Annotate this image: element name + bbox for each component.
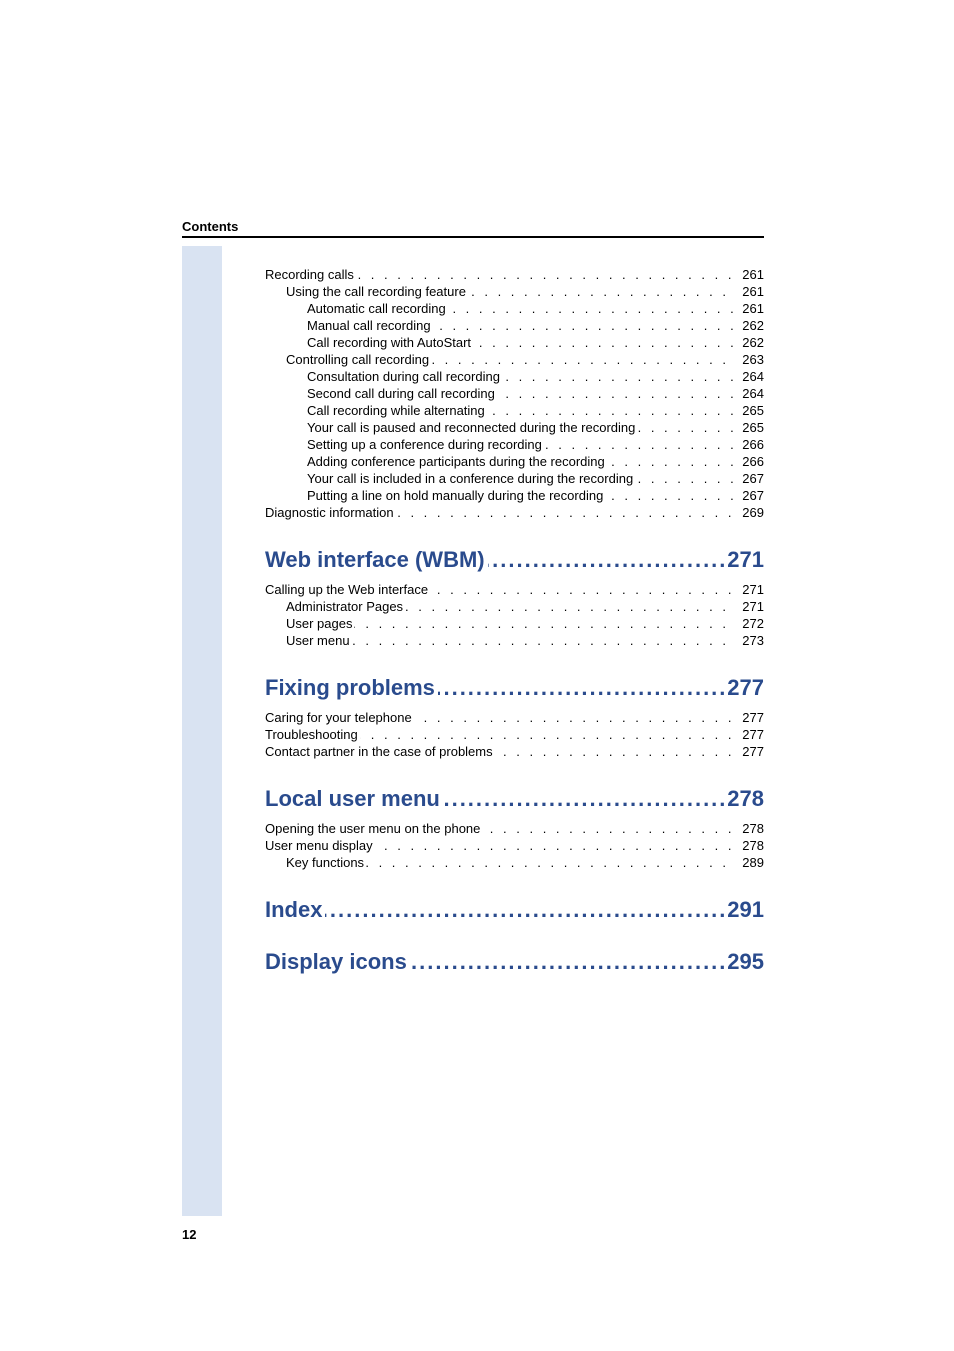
toc-entry-page: 278 — [736, 837, 764, 854]
toc-entry: . . . . . . . . . . . . . . . . . . . . … — [307, 470, 764, 487]
toc-entry-label: Controlling call recording — [286, 351, 431, 368]
toc-entry: . . . . . . . . . . . . . . . . . . . . … — [265, 504, 764, 521]
toc-section-page: 291 — [724, 897, 764, 923]
toc-entry: . . . . . . . . . . . . . . . . . . . . … — [307, 300, 764, 317]
header-label: Contents — [182, 219, 238, 234]
toc-section-heading: ........................................… — [265, 897, 764, 923]
toc-entry-label: Diagnostic information — [265, 504, 396, 521]
toc-entry-label: Manual call recording — [307, 317, 433, 334]
toc-entry: . . . . . . . . . . . . . . . . . . . . … — [286, 283, 764, 300]
toc-entry-label: Your call is included in a conference du… — [307, 470, 635, 487]
toc-entry: . . . . . . . . . . . . . . . . . . . . … — [307, 436, 764, 453]
toc-entry-label: Administrator Pages — [286, 598, 405, 615]
toc-content: . . . . . . . . . . . . . . . . . . . . … — [265, 266, 764, 983]
toc-entry: . . . . . . . . . . . . . . . . . . . . … — [265, 709, 764, 726]
toc-entry: . . . . . . . . . . . . . . . . . . . . … — [265, 820, 764, 837]
toc-entry: . . . . . . . . . . . . . . . . . . . . … — [265, 266, 764, 283]
toc-entry-page: 272 — [736, 615, 764, 632]
toc-entry: . . . . . . . . . . . . . . . . . . . . … — [265, 726, 764, 743]
toc-section-page: 278 — [724, 786, 764, 812]
toc-entry-page: 262 — [736, 317, 764, 334]
toc-entry-page: 271 — [736, 598, 764, 615]
toc-entry-page: 277 — [736, 709, 764, 726]
toc-entry-page: 269 — [736, 504, 764, 521]
toc-entry-page: 262 — [736, 334, 764, 351]
toc-entry-label: Your call is paused and reconnected duri… — [307, 419, 637, 436]
toc-entry-label: Key functions — [286, 854, 366, 871]
toc-entry: . . . . . . . . . . . . . . . . . . . . … — [265, 581, 764, 598]
toc-entry-page: 261 — [736, 300, 764, 317]
toc-entry-label: Putting a line on hold manually during t… — [307, 487, 605, 504]
toc-entry-page: 273 — [736, 632, 764, 649]
toc-entry-label: Recording calls — [265, 266, 356, 283]
toc-entry-label: Setting up a conference during recording — [307, 436, 544, 453]
toc-section-title: Display icons — [265, 949, 410, 974]
toc-entry-label: Consultation during call recording — [307, 368, 502, 385]
toc-entry: . . . . . . . . . . . . . . . . . . . . … — [265, 743, 764, 760]
toc-entry-label: Opening the user menu on the phone — [265, 820, 482, 837]
toc-section-heading: ........................................… — [265, 675, 764, 701]
toc-entry: . . . . . . . . . . . . . . . . . . . . … — [286, 854, 764, 871]
toc-section-page: 271 — [724, 547, 764, 573]
toc-entry-label: Caring for your telephone — [265, 709, 414, 726]
toc-entry: . . . . . . . . . . . . . . . . . . . . … — [286, 351, 764, 368]
toc-section-leader: ........................................… — [265, 897, 764, 923]
toc-entry-page: 277 — [736, 743, 764, 760]
toc-entry-page: 289 — [736, 854, 764, 871]
header-rule — [182, 236, 764, 238]
toc-entry-page: 264 — [736, 385, 764, 402]
toc-entry: . . . . . . . . . . . . . . . . . . . . … — [265, 837, 764, 854]
toc-entry-page: 267 — [736, 487, 764, 504]
toc-entry-label: Calling up the Web interface — [265, 581, 430, 598]
toc-entry: . . . . . . . . . . . . . . . . . . . . … — [307, 453, 764, 470]
toc-entry: . . . . . . . . . . . . . . . . . . . . … — [286, 615, 764, 632]
toc-entry-page: 278 — [736, 820, 764, 837]
toc-entry-label: Call recording with AutoStart — [307, 334, 473, 351]
toc-entry-page: 263 — [736, 351, 764, 368]
toc-entry: . . . . . . . . . . . . . . . . . . . . … — [307, 419, 764, 436]
toc-section-title: Web interface (WBM) — [265, 547, 488, 572]
page-number: 12 — [182, 1227, 196, 1242]
toc-section-page: 295 — [724, 949, 764, 975]
toc-section-heading: ........................................… — [265, 547, 764, 573]
toc-entry: . . . . . . . . . . . . . . . . . . . . … — [307, 385, 764, 402]
toc-entry-page: 266 — [736, 436, 764, 453]
toc-entry: . . . . . . . . . . . . . . . . . . . . … — [307, 317, 764, 334]
toc-entry: . . . . . . . . . . . . . . . . . . . . … — [307, 334, 764, 351]
toc-entry-label: User pages — [286, 615, 354, 632]
toc-entry-page: 277 — [736, 726, 764, 743]
toc-leader: . . . . . . . . . . . . . . . . . . . . … — [286, 615, 764, 632]
toc-entry-page: 271 — [736, 581, 764, 598]
toc-entry: . . . . . . . . . . . . . . . . . . . . … — [286, 598, 764, 615]
toc-entry-label: Adding conference participants during th… — [307, 453, 607, 470]
toc-entry-label: Contact partner in the case of problems — [265, 743, 495, 760]
toc-entry-page: 261 — [736, 266, 764, 283]
toc-entry-page: 267 — [736, 470, 764, 487]
toc-section-heading: ........................................… — [265, 949, 764, 975]
toc-entry-label: Call recording while alternating — [307, 402, 487, 419]
toc-entry: . . . . . . . . . . . . . . . . . . . . … — [286, 632, 764, 649]
sidebar-accent — [182, 246, 222, 1216]
toc-entry-label: Troubleshooting — [265, 726, 360, 743]
toc-entry-page: 264 — [736, 368, 764, 385]
toc-entry-page: 265 — [736, 402, 764, 419]
toc-entry-label: Second call during call recording — [307, 385, 497, 402]
toc-entry-label: Automatic call recording — [307, 300, 448, 317]
toc-entry-label: Using the call recording feature — [286, 283, 468, 300]
document-page: Contents . . . . . . . . . . . . . . . .… — [0, 0, 954, 1351]
toc-entry-label: User menu display — [265, 837, 375, 854]
toc-entry: . . . . . . . . . . . . . . . . . . . . … — [307, 368, 764, 385]
toc-section-title: Fixing problems — [265, 675, 438, 700]
toc-entry-page: 266 — [736, 453, 764, 470]
toc-section-page: 277 — [724, 675, 764, 701]
toc-section-heading: ........................................… — [265, 786, 764, 812]
toc-entry-label: User menu — [286, 632, 352, 649]
toc-entry-page: 261 — [736, 283, 764, 300]
toc-entry: . . . . . . . . . . . . . . . . . . . . … — [307, 402, 764, 419]
toc-entry: . . . . . . . . . . . . . . . . . . . . … — [307, 487, 764, 504]
toc-leader: . . . . . . . . . . . . . . . . . . . . … — [286, 632, 764, 649]
toc-entry-page: 265 — [736, 419, 764, 436]
toc-section-title: Index — [265, 897, 325, 922]
toc-section-title: Local user menu — [265, 786, 443, 811]
